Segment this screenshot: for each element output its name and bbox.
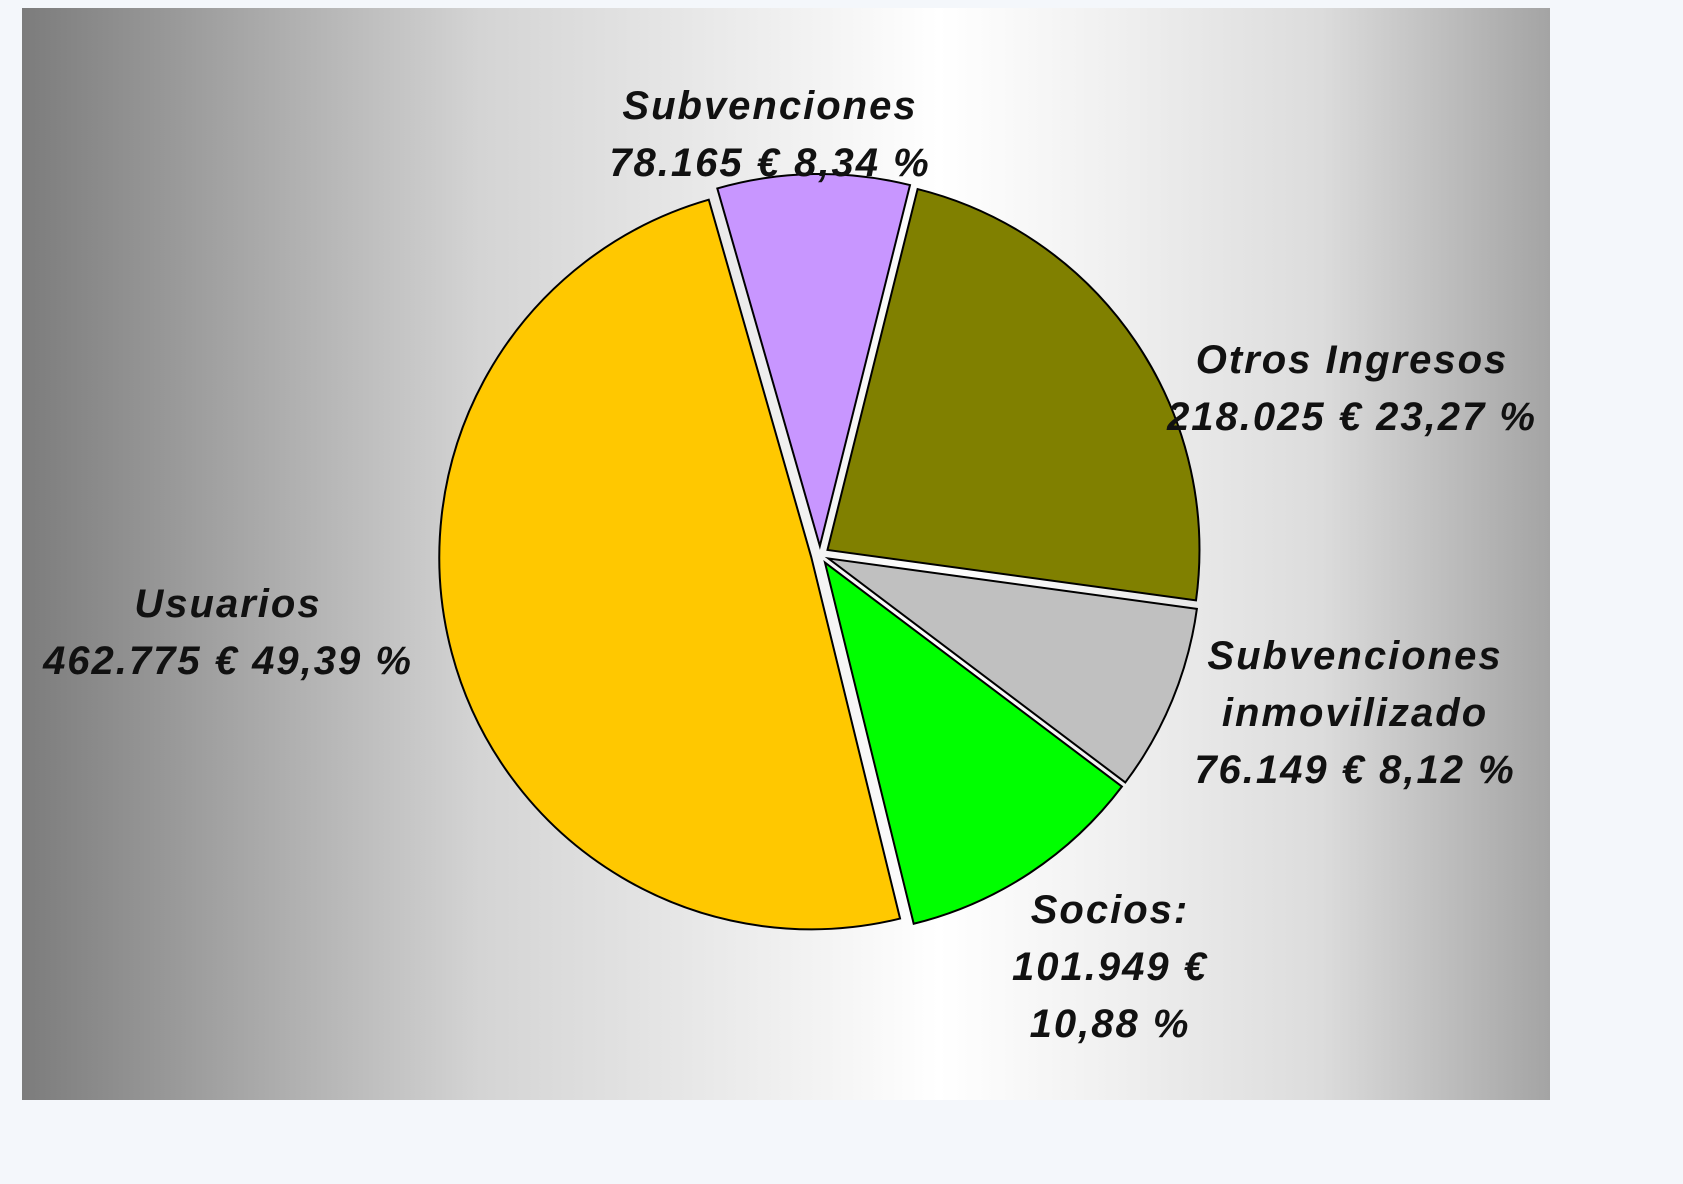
value-line: 218.025 € 23,27 %: [1132, 389, 1572, 446]
percent-label: 23,27 %: [1376, 395, 1537, 439]
percent-label: 49,39 %: [252, 639, 413, 683]
slice-label: Otros Ingresos 218.025 € 23,27 %: [1132, 332, 1572, 446]
value-line: 462.775 € 49,39 %: [0, 633, 458, 690]
amount-label: 101.949 €: [1012, 945, 1208, 989]
pie-slice: [824, 556, 1199, 784]
category-label: Usuarios: [134, 582, 322, 626]
amount-label: 218.025 €: [1167, 395, 1364, 439]
pie-slice: [716, 173, 912, 550]
slice-label: Subvenciones 78.165 € 8,34 %: [560, 78, 980, 192]
pie-slice: [438, 198, 902, 931]
amount-label: 76.149 €: [1194, 748, 1367, 792]
category-label: Socios:: [1030, 888, 1190, 932]
pie-slice: [826, 187, 1201, 602]
category-label: Subvenciones: [622, 84, 918, 128]
slice-label: Usuarios 462.775 € 49,39 %: [0, 576, 458, 690]
amount-label: 462.775 €: [43, 639, 240, 683]
percent-label: 8,34 %: [794, 141, 931, 185]
percent-label: 8,12 %: [1379, 748, 1516, 792]
slice-label: Socios: 101.949 € 10,88 %: [990, 882, 1230, 1053]
value-line: 101.949 € 10,88 %: [990, 939, 1230, 1053]
category-label: Otros Ingresos: [1195, 338, 1509, 382]
amount-label: 78.165 €: [609, 141, 782, 185]
value-line: 76.149 € 8,12 %: [1185, 742, 1525, 799]
pie-slice: [823, 560, 1124, 925]
value-line: 78.165 € 8,34 %: [560, 135, 980, 192]
slice-label: Subvenciones inmovilizado 76.149 € 8,12 %: [1185, 628, 1525, 799]
percent-label: 10,88 %: [1029, 1002, 1191, 1046]
category-label: Subvenciones inmovilizado: [1207, 634, 1503, 735]
